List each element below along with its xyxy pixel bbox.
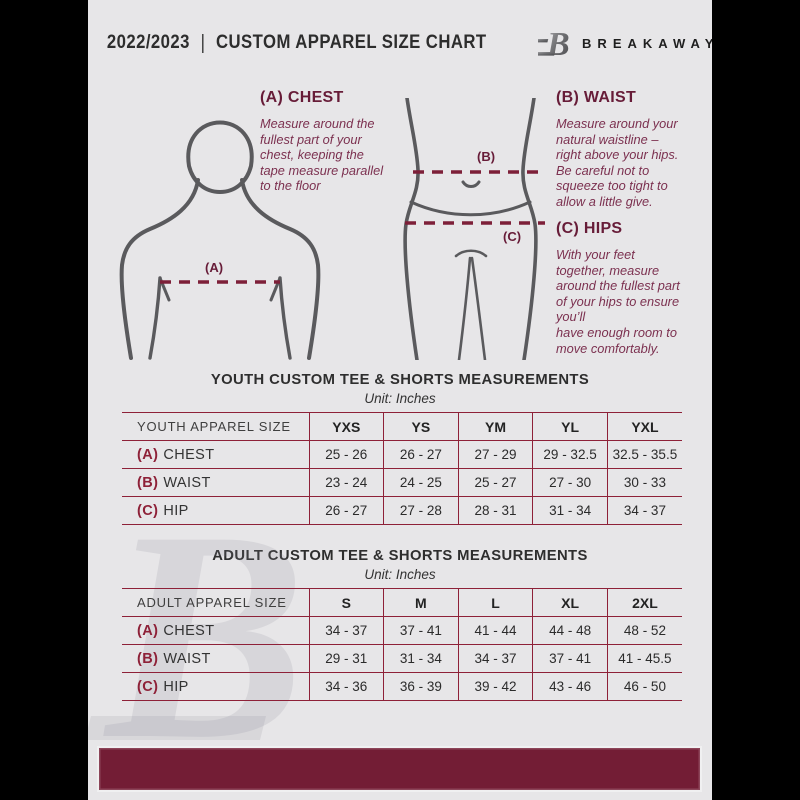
waist-line-label: (B) (477, 149, 495, 164)
chest-line-label: (A) (205, 260, 223, 275)
measurement-value: 31 - 34 (383, 644, 459, 673)
size-column-header: 2XL (606, 588, 682, 617)
chest-measurement-figure: (A) (119, 120, 321, 360)
title-text: CUSTOM APPAREL SIZE CHART (215, 32, 487, 53)
table-label-header: ADULT APPAREL SIZE (122, 588, 309, 617)
size-column-header: YXL (606, 412, 682, 441)
measurement-value: 41 - 44 (457, 616, 533, 645)
measurement-value: 26 - 27 (308, 496, 384, 525)
waist-heading: (B) WAIST (556, 89, 637, 106)
season-year: 2022/2023 (106, 32, 190, 53)
measurement-value: 24 - 25 (383, 468, 459, 497)
size-column-header: YXS (308, 412, 384, 441)
chest-heading: (A) CHEST (260, 89, 344, 106)
size-column-header: S (308, 588, 384, 617)
measurement-value: 25 - 27 (457, 468, 533, 497)
measurement-value: 37 - 41 (532, 644, 608, 673)
waist-instructions: (B) WAIST Measure around your natural wa… (556, 89, 708, 210)
table-row: (A) CHEST 34 - 37 37 - 41 41 - 44 44 - 48 48 -… (122, 616, 682, 645)
measurement-value: 34 - 37 (457, 644, 533, 673)
size-column-header: YS (383, 412, 459, 441)
background-watermark-slash (88, 716, 266, 740)
measurement-value: 25 - 26 (308, 440, 384, 469)
measurement-value: 30 - 33 (606, 468, 682, 497)
measurement-label: (A) CHEST (122, 616, 309, 645)
measurement-value: 48 - 52 (606, 616, 682, 645)
size-column-header: L (457, 588, 533, 617)
measurement-value: 43 - 46 (532, 672, 608, 701)
measurement-label: (B) WAIST (122, 644, 309, 673)
measurement-value: 46 - 50 (606, 672, 682, 701)
measurement-value: 36 - 39 (383, 672, 459, 701)
table-header-row: ADULT APPAREL SIZE S M L XL 2XL (122, 588, 682, 617)
table-label-header: YOUTH APPAREL SIZE (122, 412, 309, 441)
svg-text:B: B (546, 26, 570, 62)
measurement-value: 27 - 29 (457, 440, 533, 469)
waist-body-text: Measure around your natural waistline – … (556, 116, 679, 209)
measurement-value: 39 - 42 (457, 672, 533, 701)
table-row: (B) WAIST 29 - 31 31 - 34 34 - 37 37 - 41 41 -… (122, 644, 682, 673)
size-column-header: M (383, 588, 459, 617)
size-column-header: XL (532, 588, 608, 617)
table-row: (B) WAIST 23 - 24 24 - 25 25 - 27 27 - 30 30 -… (122, 468, 682, 497)
measurement-value: 31 - 34 (532, 496, 608, 525)
measurement-value: 29 - 32.5 (532, 440, 608, 469)
measurement-value: 37 - 41 (383, 616, 459, 645)
measurement-label: (C) HIP (122, 672, 309, 701)
title-separator: | (200, 31, 206, 54)
footer-accent-bar (99, 748, 700, 790)
size-column-header: YM (457, 412, 533, 441)
measurement-value: 29 - 31 (308, 644, 384, 673)
adult-size-table: ADULT APPAREL SIZE S M L XL 2XL (A) CHEST 34 - 3… (122, 588, 682, 701)
table-row: (C) HIP 34 - 36 36 - 39 39 - 42 43 - 46 46 - 5… (122, 672, 682, 701)
adult-section-title: ADULT CUSTOM TEE & SHORTS MEASUREMENTS (212, 548, 588, 564)
youth-section-unit: Unit: Inches (364, 391, 436, 406)
measurement-value: 26 - 27 (383, 440, 459, 469)
brand-name: BREAKAWAY (582, 35, 712, 51)
measurement-label: (C) HIP (122, 496, 309, 525)
youth-section-title: YOUTH CUSTOM TEE & SHORTS MEASUREMENTS (210, 372, 590, 388)
measurement-value: 27 - 30 (532, 468, 608, 497)
page-title: 2022/2023 | CUSTOM APPAREL SIZE CHART (107, 32, 487, 55)
hips-heading: (C) HIPS (556, 220, 623, 237)
measurement-label: (A) CHEST (122, 440, 309, 469)
youth-size-table: YOUTH APPAREL SIZE YXS YS YM YL YXL (A) CHEST 25… (122, 412, 682, 525)
measurement-value: 34 - 36 (308, 672, 384, 701)
brand-lockup: B BREAKAWAY (538, 24, 712, 62)
measurement-value: 44 - 48 (532, 616, 608, 645)
table-row: (C) HIP 26 - 27 27 - 28 28 - 31 31 - 34 34 - 3… (122, 496, 682, 525)
measurement-value: 41 - 45.5 (606, 644, 682, 673)
table-row: (A) CHEST 25 - 26 26 - 27 27 - 29 29 - 32.5 32… (122, 440, 682, 469)
chest-instructions: (A) CHEST Measure around the fullest par… (260, 89, 422, 194)
table-header-row: YOUTH APPAREL SIZE YXS YS YM YL YXL (122, 412, 682, 441)
measurement-value: 34 - 37 (606, 496, 682, 525)
measurement-value: 23 - 24 (308, 468, 384, 497)
measurement-value: 28 - 31 (457, 496, 533, 525)
page-header: 2022/2023 | CUSTOM APPAREL SIZE CHART B … (88, 24, 712, 62)
hips-instructions: (C) HIPS With your feet together, measur… (556, 220, 708, 356)
hips-line-label: (C) (503, 229, 521, 244)
chest-body-text: Measure around the fullest part of your … (260, 116, 384, 194)
breakaway-b-logo-icon: B (538, 26, 570, 62)
waist-hips-measurement-figure: (B) (C) (403, 98, 545, 360)
size-chart-page: 2022/2023 | CUSTOM APPAREL SIZE CHART B … (88, 0, 712, 800)
hips-body-text: With your feet together, measure around … (556, 247, 680, 356)
adult-section-unit: Unit: Inches (364, 567, 436, 582)
measurement-value: 32.5 - 35.5 (606, 440, 682, 469)
size-column-header: YL (532, 412, 608, 441)
measurement-value: 27 - 28 (383, 496, 459, 525)
measurement-label: (B) WAIST (122, 468, 309, 497)
measurement-value: 34 - 37 (308, 616, 384, 645)
